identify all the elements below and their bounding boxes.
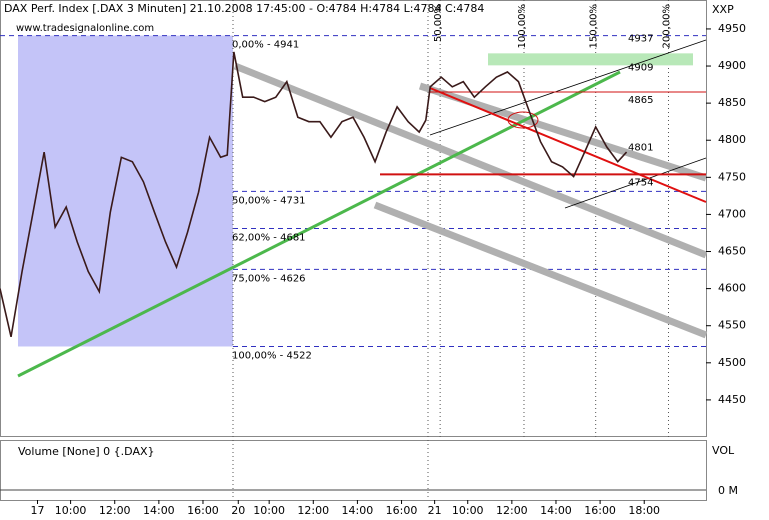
time-label: 200,00% [661,4,672,49]
level-label: 4754 [628,177,653,188]
axis-code: XXP [712,3,734,16]
y-tick-label: 4600 [718,282,746,295]
fib-label: 0,00% - 4941 [232,40,299,51]
trend-line [429,39,707,136]
y-tick-label: 4750 [718,170,746,183]
y-tick-label: 4700 [718,207,746,220]
x-tick-label: 21 [428,504,442,517]
y-tick-label: 4550 [718,319,746,332]
x-tick-label: 12:00 [496,504,528,517]
x-tick-label: 16:00 [386,504,418,517]
y-tick-label: 4800 [718,133,746,146]
fib-label: 62,00% - 4681 [232,233,306,244]
x-tick-label: 14:00 [143,504,175,517]
channel [233,62,708,259]
chart-title: DAX Perf. Index [.DAX 3 Minuten] 21.10.2… [4,2,484,15]
downtrend-line [429,87,707,203]
marker-ellipse [507,111,539,129]
volume-frame [0,440,707,501]
y-tick-label: 4450 [718,393,746,406]
x-tick-label: 16:00 [584,504,616,517]
volume-axis-label: VOL [712,444,735,457]
time-label: 150,00% [589,4,600,49]
x-tick-label: 14:00 [540,504,572,517]
chart-subtitle: www.tradesignalonline.com [16,23,154,34]
price-line [0,51,628,338]
channel [418,82,708,182]
x-tick-label: 14:00 [342,504,374,517]
x-tick-label: 20 [231,504,245,517]
level-label: 4937 [628,34,653,45]
time-label: 100,00% [517,4,528,49]
plot-frame [0,0,707,437]
fib-label: 50,00% - 4731 [232,195,306,206]
volume-tick: 0 M [718,484,738,497]
uptrend-line [17,70,621,378]
y-tick-label: 4650 [718,245,746,258]
fib-label: 75,00% - 4626 [232,273,306,284]
x-tick-label: 12:00 [99,504,131,517]
y-tick-label: 4900 [718,59,746,72]
drawings [17,39,708,378]
level-label: 4801 [628,142,653,153]
x-tick-label: 16:00 [187,504,219,517]
time-label: 50,00% [433,4,444,42]
x-tick-label: 17 [31,504,45,517]
x-tick-label: 10:00 [253,504,285,517]
y-tick-label: 4850 [718,96,746,109]
x-tick-label: 18:00 [628,504,660,517]
x-tick-label: 10:00 [55,504,87,517]
y-tick-label: 4500 [718,356,746,369]
trend-line [564,157,707,209]
fib-label: 100,00% - 4522 [232,350,312,361]
fib-range [18,35,233,347]
y-tick-label: 4950 [718,22,746,35]
level-label: 4909 [628,62,653,73]
x-tick-label: 10:00 [452,504,484,517]
level-label: 4865 [628,95,653,106]
channel [373,201,708,339]
x-tick-label: 12:00 [297,504,329,517]
volume-label: Volume [None] 0 {.DAX} [18,445,155,458]
